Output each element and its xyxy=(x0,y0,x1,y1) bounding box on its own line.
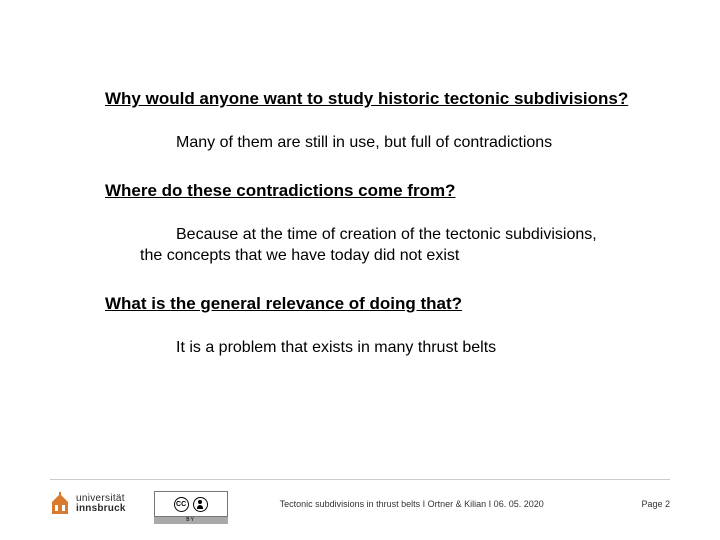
cc-license-badge: CC BY xyxy=(154,491,228,517)
university-logo: universität innsbruck xyxy=(50,492,126,516)
answer-2: Because at the time of creation of the t… xyxy=(140,224,615,267)
university-logo-icon xyxy=(50,492,70,516)
footer-title: Tectonic subdivisions in thrust belts I … xyxy=(280,499,642,509)
cc-attribution-icon xyxy=(193,497,208,512)
cc-icon: CC xyxy=(174,497,189,512)
cc-badge-left: CC xyxy=(155,492,227,516)
university-logo-text: universität innsbruck xyxy=(76,494,126,515)
question-3: What is the general relevance of doing t… xyxy=(105,293,635,315)
footer: universität innsbruck CC BY Tectonic sub… xyxy=(50,486,670,522)
page-number: Page 2 xyxy=(641,499,670,509)
footer-divider xyxy=(50,479,670,480)
cc-by-label: BY xyxy=(154,517,228,524)
question-2: Where do these contradictions come from? xyxy=(105,180,635,202)
university-name-line2: innsbruck xyxy=(76,504,126,515)
answer-1: Many of them are still in use, but full … xyxy=(140,132,615,154)
slide-content: Why would anyone want to study historic … xyxy=(105,88,635,385)
slide: Why would anyone want to study historic … xyxy=(0,0,720,540)
answer-3: It is a problem that exists in many thru… xyxy=(140,337,615,359)
question-1: Why would anyone want to study historic … xyxy=(105,88,635,110)
